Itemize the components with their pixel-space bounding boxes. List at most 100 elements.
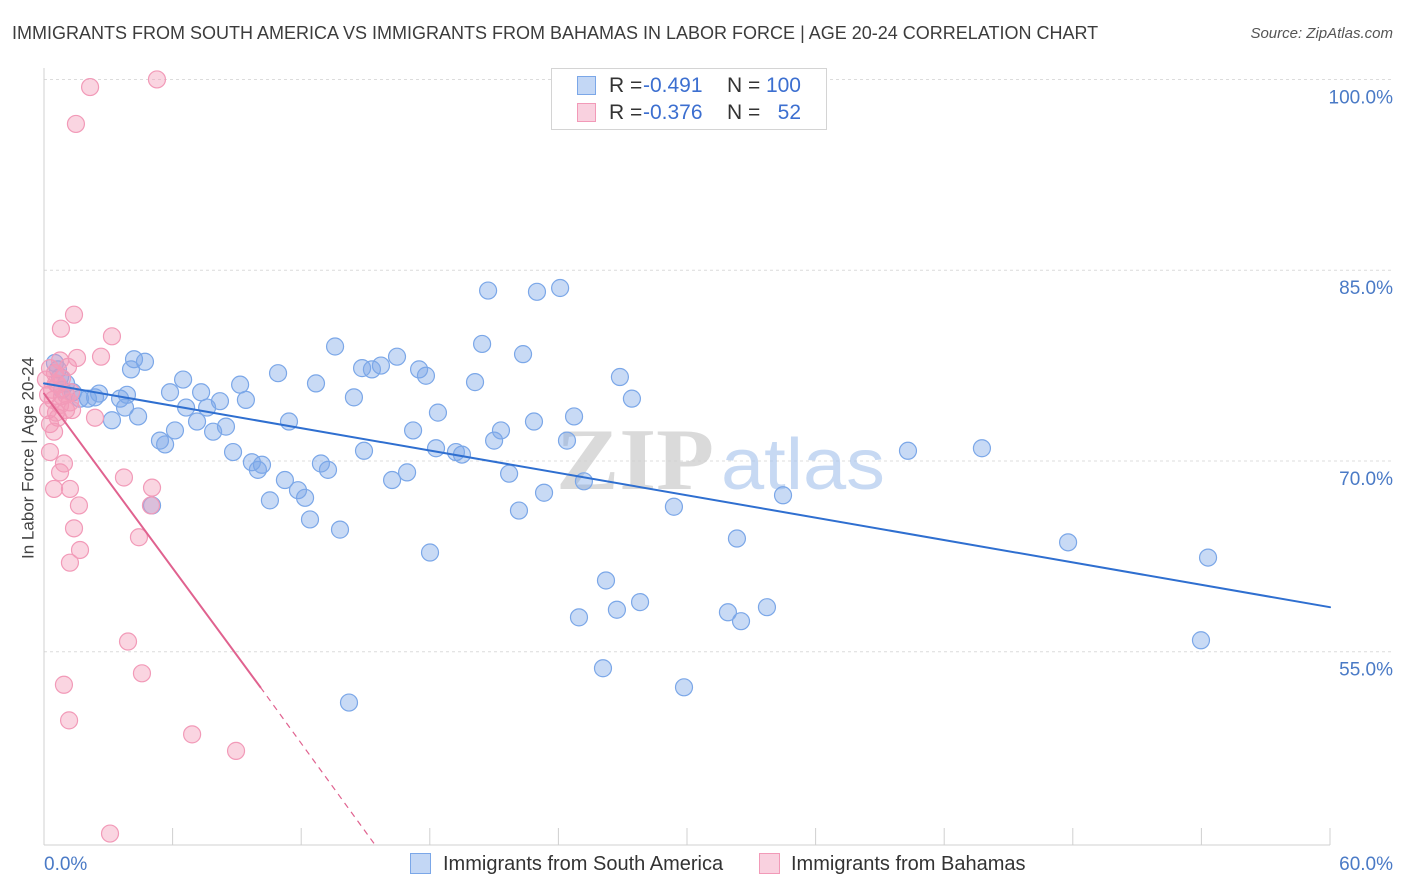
south-america-point bbox=[288, 481, 308, 500]
bahamas-point bbox=[54, 454, 74, 473]
south-america-trend-line bbox=[43, 382, 1331, 609]
south-america-point bbox=[1191, 631, 1211, 650]
bahamas-point bbox=[100, 824, 120, 843]
south-america-point bbox=[117, 385, 137, 404]
south-america-point bbox=[192, 383, 211, 402]
south-america-point bbox=[465, 373, 485, 392]
n-label: N = bbox=[727, 101, 761, 124]
y-tick-labels: 100.0% 85.0% 70.0% 55.0% bbox=[1329, 87, 1394, 680]
legend-label-south-america: Immigrants from South America bbox=[443, 853, 724, 875]
south-america-point bbox=[972, 439, 992, 458]
south-america-point bbox=[622, 389, 642, 408]
south-america-point bbox=[898, 441, 918, 460]
bahamas-point bbox=[183, 725, 202, 744]
south-america-point bbox=[674, 678, 694, 697]
south-america-point bbox=[557, 431, 577, 450]
south-america-point bbox=[534, 483, 554, 502]
south-america-point bbox=[242, 453, 262, 472]
south-america-series bbox=[45, 278, 1218, 712]
south-america-point bbox=[428, 403, 448, 422]
south-america-point bbox=[160, 383, 180, 402]
bahamas-point bbox=[60, 479, 80, 499]
south-america-point bbox=[311, 454, 331, 473]
bahamas-point bbox=[40, 442, 60, 462]
bahamas-series bbox=[36, 70, 246, 843]
south-america-point bbox=[610, 367, 630, 387]
x-tick-label: 0.0% bbox=[44, 854, 87, 875]
bahamas-point bbox=[66, 114, 86, 134]
bahamas-trend-extension bbox=[259, 686, 376, 846]
r-value: -0.376 bbox=[643, 101, 703, 124]
south-america-point bbox=[718, 603, 738, 622]
n-value: 100 bbox=[765, 74, 801, 97]
bahamas-trend-line bbox=[43, 392, 262, 689]
bahamas-point bbox=[70, 540, 90, 560]
south-america-point bbox=[478, 281, 498, 300]
south-america-point bbox=[330, 520, 350, 539]
bahamas-point bbox=[118, 632, 138, 651]
south-america-point bbox=[500, 464, 519, 483]
south-america-point bbox=[513, 345, 533, 364]
south-america-point bbox=[295, 488, 315, 507]
legend-label-bahamas: Immigrants from Bahamas bbox=[791, 853, 1026, 875]
y-tick-label: 55.0% bbox=[1339, 660, 1393, 681]
bahamas-point bbox=[59, 711, 79, 730]
bahamas-point bbox=[44, 479, 64, 499]
south-america-point bbox=[124, 350, 144, 369]
south-america-point bbox=[524, 412, 544, 431]
south-america-point bbox=[731, 612, 751, 631]
bahamas-point bbox=[226, 741, 246, 760]
south-america-point bbox=[382, 470, 402, 490]
south-america-point bbox=[275, 470, 295, 490]
south-america-point bbox=[352, 359, 372, 378]
south-america-point bbox=[569, 608, 589, 627]
south-america-point bbox=[128, 407, 148, 426]
south-america-point bbox=[387, 347, 407, 366]
bahamas-point bbox=[141, 496, 161, 515]
bahamas-point bbox=[80, 77, 100, 97]
south-america-point bbox=[485, 431, 504, 450]
source-credit: Source: ZipAtlas.com bbox=[1250, 25, 1393, 42]
y-tick-label: 70.0% bbox=[1339, 469, 1393, 490]
bahamas-point bbox=[54, 675, 74, 694]
south-america-point bbox=[593, 659, 613, 678]
south-america-point bbox=[757, 598, 777, 617]
south-america-point bbox=[187, 412, 207, 431]
south-america-point bbox=[420, 543, 440, 562]
watermark-atlas: atlas bbox=[721, 425, 885, 505]
bahamas-point bbox=[142, 478, 162, 497]
south-america-point bbox=[300, 510, 320, 529]
south-america-point bbox=[260, 491, 280, 510]
watermark-zip: ZIP bbox=[556, 412, 714, 509]
bahamas-point bbox=[52, 386, 72, 406]
r-label: R = bbox=[609, 74, 643, 97]
bahamas-point bbox=[44, 422, 64, 441]
south-america-point bbox=[1198, 548, 1218, 567]
south-america-point bbox=[362, 360, 382, 379]
south-america-point bbox=[397, 463, 417, 482]
chart-title: IMMIGRANTS FROM SOUTH AMERICA VS IMMIGRA… bbox=[12, 23, 1099, 43]
x-tick-label: 60.0% bbox=[1339, 854, 1393, 875]
south-america-point bbox=[664, 497, 684, 516]
bahamas-point bbox=[51, 319, 71, 338]
south-america-point bbox=[371, 356, 391, 375]
bahamas-point bbox=[102, 327, 122, 346]
bahamas-point bbox=[129, 528, 149, 547]
gridlines bbox=[44, 78, 1393, 653]
bahamas-point bbox=[50, 351, 70, 370]
x-tick-marks bbox=[43, 828, 1331, 845]
south-america-point bbox=[174, 370, 193, 389]
south-america-point bbox=[216, 417, 236, 436]
south-america-point bbox=[409, 360, 429, 379]
bahamas-point bbox=[114, 468, 134, 487]
south-america-point bbox=[268, 364, 288, 383]
zipatlas-watermark: ZIP atlas bbox=[556, 412, 885, 509]
bahamas-point bbox=[38, 400, 58, 420]
stats-legend: R = -0.491 N = 100 R = -0.376 N = 52 bbox=[551, 68, 827, 130]
y-tick-label: 85.0% bbox=[1339, 278, 1393, 299]
south-america-point bbox=[426, 439, 446, 458]
south-america-point bbox=[551, 278, 570, 298]
bahamas-point bbox=[50, 463, 70, 482]
south-america-point bbox=[596, 571, 616, 590]
